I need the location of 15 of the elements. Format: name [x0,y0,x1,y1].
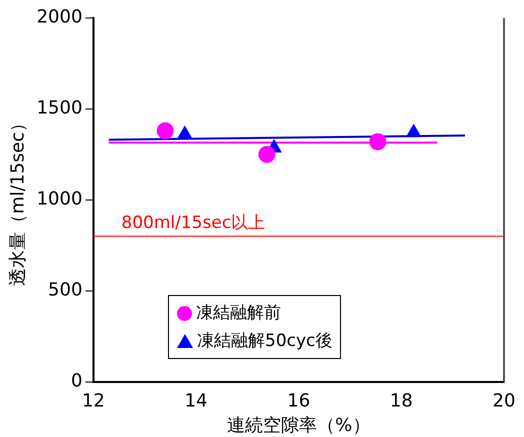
x-tick-label: 20 [492,390,516,412]
legend-label: 凍結融解50cyc後 [197,330,332,353]
y-tick-label: 500 [48,280,82,301]
y-tick-label: 1000 [36,188,82,210]
x-tick-label: 14 [184,390,208,412]
y-tick-label: 0 [70,370,82,392]
x-tick-label: 16 [287,390,310,412]
ref-line-label: 800ml/15sec以上 [121,213,266,234]
y-tick-label: 1500 [36,98,82,119]
x-axis-title: 連続空隙率（%） [227,414,370,436]
y-tick-label: 2000 [36,6,82,28]
legend-label: 凍結融解前 [196,302,281,325]
x-tick-label: 12 [82,390,105,412]
x-tick-label: 18 [390,390,413,412]
y-axis-title: 透水量（ml/15sec） [7,114,28,286]
